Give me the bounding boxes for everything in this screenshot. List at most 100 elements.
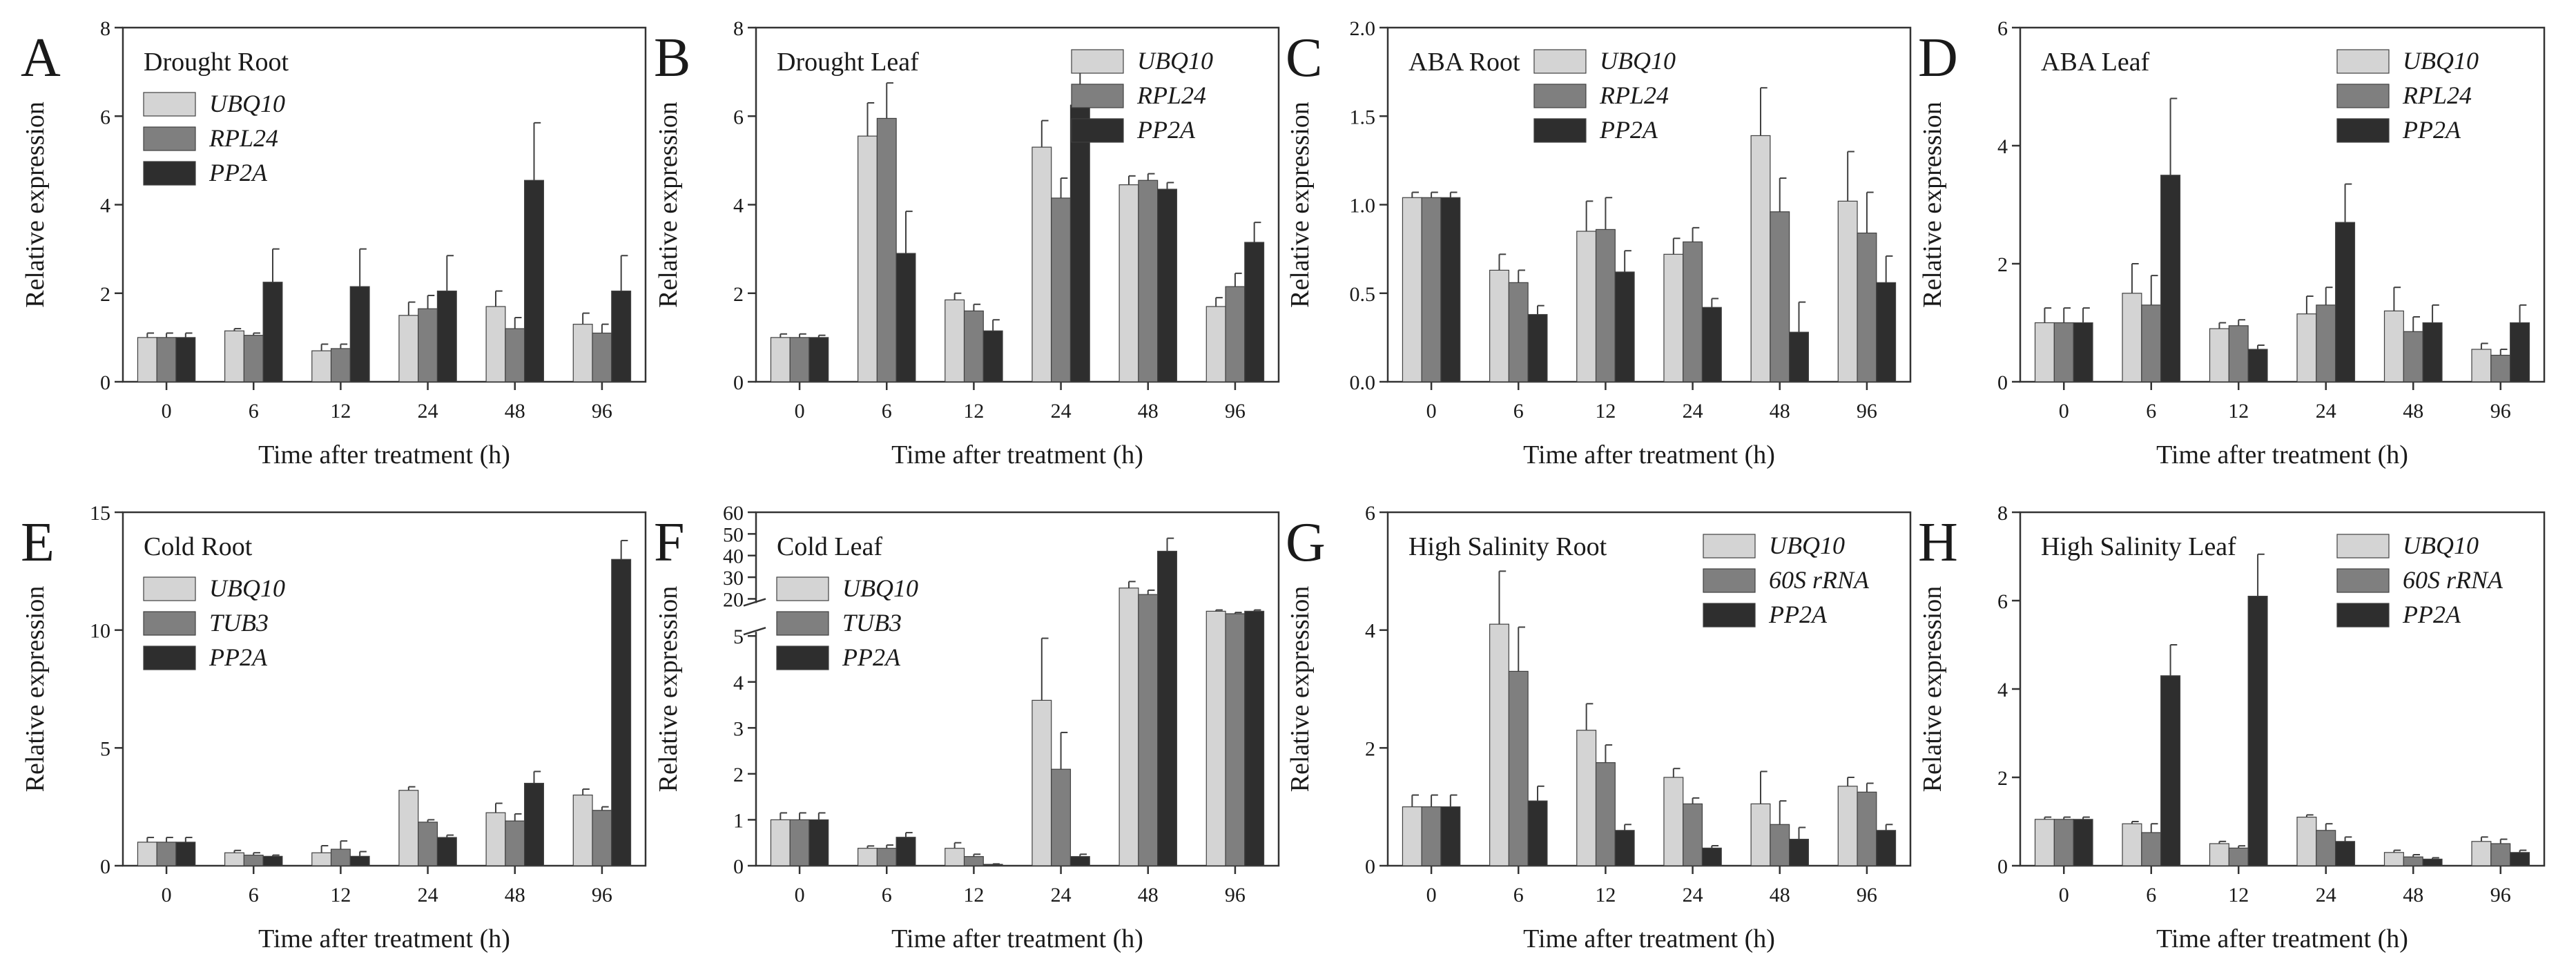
bar-rpl24-6h	[243, 335, 264, 382]
x-tick-label: 48	[1138, 400, 1159, 423]
legend-label: RPL24	[1136, 81, 1206, 109]
legend-label: UBQ10	[209, 574, 285, 602]
bar-rpl24-6h	[876, 117, 897, 382]
y-tick-label: 2	[1997, 253, 2008, 276]
y-tick-label: 0	[733, 855, 744, 878]
bar-pp2a-24h	[436, 290, 457, 382]
plot-frame	[2019, 26, 2546, 383]
bar-pp2a-6h	[2160, 675, 2181, 866]
bar-pp2a-0h	[175, 337, 196, 382]
x-tick-label: 24	[1051, 400, 1072, 423]
y-tick-label: 0	[1365, 855, 1375, 878]
legend-label: PP2A	[1768, 601, 1828, 628]
y-tick-label: 2	[1997, 767, 2008, 790]
bar-ubq10-0h	[2034, 819, 2055, 866]
bar-tub3-96h	[1225, 613, 1246, 866]
bar-ubq10-24h	[1663, 777, 1684, 866]
bar-pp2a-12h	[349, 286, 370, 382]
legend-swatch	[2336, 603, 2390, 628]
legend-label: TUB3	[209, 609, 269, 637]
bar-pp2a-96h	[2510, 852, 2530, 866]
bar-pp2a-12h	[2247, 595, 2268, 866]
x-tick-label: 0	[162, 884, 172, 906]
x-tick-label: 0	[2059, 400, 2069, 423]
bar-ubq10-96h	[1837, 200, 1858, 382]
y-axis-label: Relative expression	[1918, 101, 1947, 308]
x-tick-label: 96	[592, 884, 612, 906]
bar-rpl24-48h	[1138, 179, 1159, 382]
bar-pp2a-0h	[175, 842, 196, 866]
legend-swatch	[1071, 84, 1124, 108]
y-tick-label: 60	[723, 502, 744, 525]
bar-ubq10-6h	[1489, 623, 1509, 866]
bar-ubq10-24h	[398, 315, 419, 382]
bar-60s-rrna-48h	[1770, 824, 1790, 866]
legend-label: UBQ10	[2403, 47, 2479, 75]
bar-ubq10-12h	[311, 350, 332, 382]
x-tick-label: 6	[2146, 884, 2156, 906]
x-axis-label: Time after treatment (h)	[1523, 924, 1775, 953]
legend-label: RPL24	[1599, 81, 1669, 109]
bar-rpl24-0h	[789, 337, 810, 382]
bar-ubq10-96h	[1205, 306, 1226, 382]
chart-title: ABA Leaf	[2041, 48, 2150, 77]
chart-title: Drought Root	[144, 48, 289, 77]
bar-pp2a-48h	[1789, 838, 1809, 866]
bar-60s-rrna-48h	[2403, 856, 2423, 866]
x-tick-label: 48	[505, 400, 525, 423]
y-tick-label: 6	[1365, 502, 1375, 525]
bar-60s-rrna-96h	[2490, 843, 2511, 866]
bar-rpl24-12h	[963, 310, 984, 382]
y-axis-label: Relative expression	[654, 101, 683, 308]
y-tick-label: 0	[733, 371, 744, 394]
bar-60s-rrna-6h	[2141, 832, 2162, 866]
legend-label: UBQ10	[1137, 47, 1213, 75]
bar-ubq10-12h	[945, 848, 965, 866]
bar-60s-rrna-24h	[1683, 803, 1703, 866]
legend-swatch	[1071, 118, 1124, 143]
x-tick-label: 96	[1225, 400, 1246, 423]
bar-ubq10-0h	[137, 337, 157, 382]
x-axis-label: Time after treatment (h)	[891, 924, 1143, 953]
bar-tub3-24h	[418, 822, 438, 866]
bar-pp2a-0h	[1440, 197, 1461, 382]
bar-pp2a-24h	[1069, 856, 1090, 866]
bar-pp2a-0h	[1440, 806, 1461, 866]
bar-tub3-6h	[243, 855, 264, 866]
y-tick-label: 0	[1997, 855, 2008, 878]
bar-pp2a-48h	[1789, 331, 1809, 382]
y-tick-label: 1	[733, 809, 744, 832]
bar-ubq10-0h	[770, 337, 791, 382]
bar-pp2a-0h	[808, 819, 829, 866]
bar-ubq10-96h	[1205, 610, 1226, 866]
y-tick-label: 30	[723, 567, 744, 590]
bar-rpl24-0h	[156, 337, 177, 382]
legend-label: RPL24	[209, 124, 278, 152]
bar-ubq10-0h	[770, 819, 791, 866]
bar-rpl24-24h	[1051, 197, 1072, 382]
panel-letter: C	[1286, 28, 1322, 88]
bar-pp2a-6h	[2160, 175, 2181, 382]
bar-ubq10-0h	[2034, 322, 2055, 382]
legend-swatch	[776, 611, 829, 636]
bar-rpl24-12h	[330, 348, 351, 382]
bar-pp2a-96h	[1244, 610, 1265, 866]
legend-swatch	[1533, 49, 1587, 74]
bar-60s-rrna-96h	[1857, 791, 1877, 866]
legend-swatch	[2336, 49, 2390, 74]
bar-pp2a-96h	[2510, 322, 2530, 382]
bar-ubq10-48h	[1118, 588, 1139, 866]
bar-rpl24-48h	[505, 328, 525, 382]
legend-swatch	[776, 645, 829, 670]
legend-label: PP2A	[2402, 601, 2461, 628]
y-tick-label: 4	[733, 195, 744, 217]
y-tick-label: 6	[733, 106, 744, 128]
bar-rpl24-24h	[2316, 304, 2336, 382]
legend-swatch	[143, 611, 196, 636]
bar-rpl24-12h	[1595, 229, 1616, 382]
x-tick-label: 48	[1770, 884, 1790, 906]
x-tick-label: 24	[418, 400, 438, 423]
y-axis-label: Relative expression	[1286, 586, 1315, 793]
